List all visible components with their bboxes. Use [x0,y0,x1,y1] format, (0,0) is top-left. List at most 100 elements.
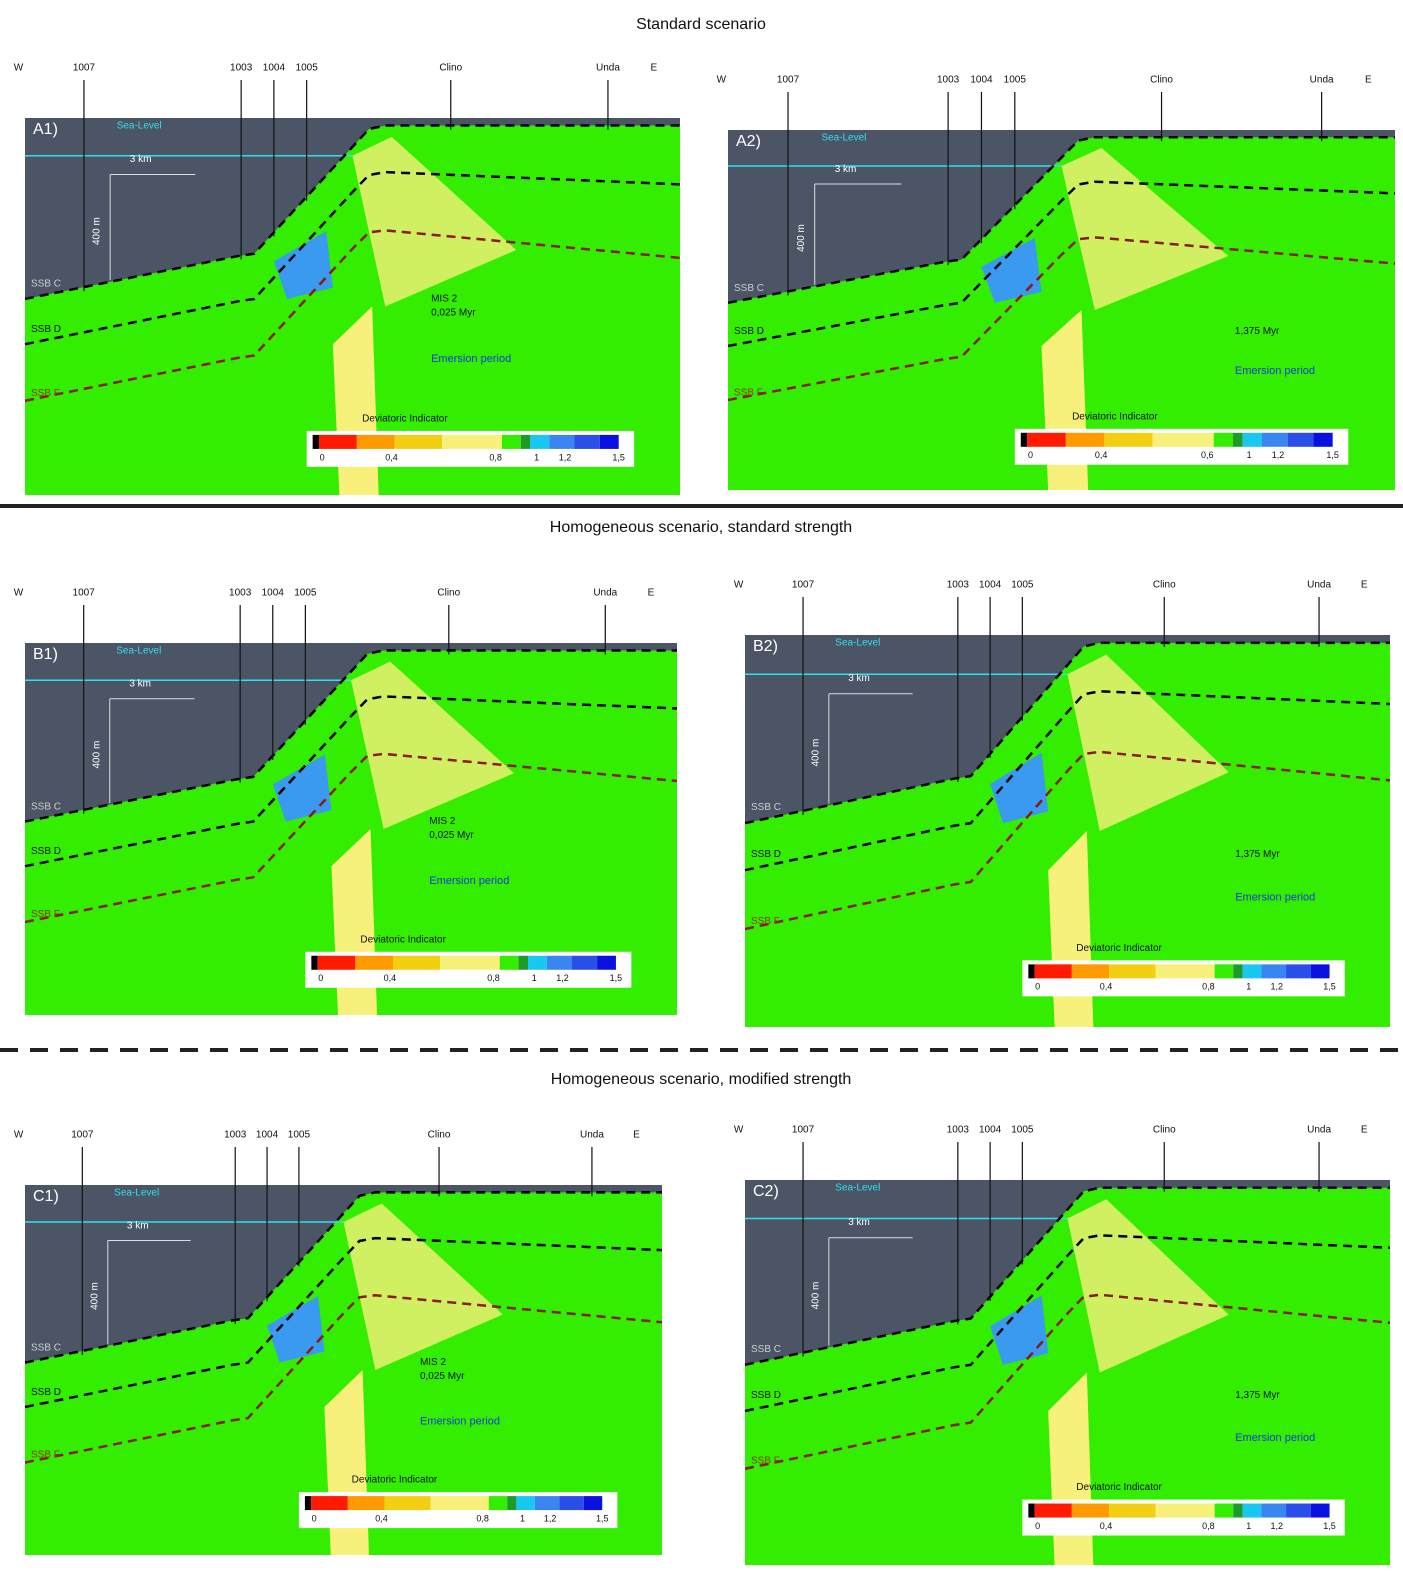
well-label: E [1361,580,1368,591]
well-label: 1007 [73,63,96,74]
well-label: W [14,63,24,74]
colorbar-tick: 1,5 [612,452,625,462]
ssb-c-line [727,135,1395,305]
colorbar-swatch [571,955,598,970]
well-label: 1005 [294,588,317,599]
well-label: Unda [593,588,617,599]
section-title: Homogeneous scenario, standard strength [550,519,852,536]
colorbar-tick: 0,4 [375,1513,388,1523]
ssb-f-line [727,236,1396,402]
scale-km: 3 km [127,1220,149,1231]
blue-zone [981,238,1042,303]
ssb-f-line [24,1294,663,1464]
well-label: 1003 [937,75,960,86]
colorbar-swatch [393,955,441,970]
well-label: 1005 [288,1130,311,1141]
colorbar-swatch [1313,432,1333,447]
colorbar-swatch [304,1496,312,1511]
colorbar-swatch [1109,964,1156,979]
colorbar-tick: 1,5 [1326,450,1339,460]
colorbar-tick: 0,4 [1095,450,1108,460]
well-label: E [648,588,655,599]
colorbar-swatch [355,955,393,970]
colorbar-swatch [599,434,619,449]
age-label: 0,025 Myr [420,1371,465,1382]
boundary-label: SSB D [31,1387,61,1398]
colorbar-swatch [1310,1503,1330,1518]
yellow-zone [352,136,517,307]
well-label: W [14,588,24,599]
colorbar-tick: 1,5 [610,973,623,983]
scale-m: 400 m [796,224,807,252]
colorbar-title: Deviatoric Indicator [360,934,446,945]
scale-m: 400 m [90,1282,101,1310]
well-label: 1003 [947,580,970,591]
well-label: 1005 [296,63,319,74]
colorbar-swatch [356,434,395,449]
well-label: 1007 [792,580,815,591]
boundary-label: SSB D [751,849,781,860]
colorbar-tick: 0,8 [1202,1521,1215,1531]
ssb-c-line [744,1186,1390,1367]
well-label: 1005 [1004,75,1027,86]
colorbar-tick: 1,2 [1272,450,1285,460]
colorbar-swatch [1242,964,1262,979]
sea-level-label: Sea-Level [835,1183,880,1194]
scale-m: 400 m [811,739,822,767]
colorbar-swatch [1233,1503,1243,1518]
colorbar-swatch [1028,1503,1035,1518]
panel: W 1007 1003 1004 1005 Clino Unda E C2) Sea-Level 3… [734,1125,1391,1565]
panel-label: C1) [33,1188,59,1205]
colorbar-swatch [1034,964,1072,979]
colorbar-tick: 0,4 [384,973,397,983]
period-label: Emersion period [431,353,511,365]
ssb-f-line [24,752,678,924]
colorbar-tick: 0 [312,1513,317,1523]
well-label: W [734,580,744,591]
section-title: Standard scenario [636,16,766,33]
well-label: Unda [580,1130,604,1141]
well-label: W [734,1125,744,1136]
boundary-label: SSB C [751,1344,781,1355]
yellow-zone [343,1203,503,1370]
blue-zone [990,1295,1049,1365]
well-label: E [1361,1125,1368,1136]
well-label: E [650,63,657,74]
colorbar-swatch [518,955,529,970]
colorbar-tick: 0,8 [476,1513,489,1523]
period-label: Emersion period [429,875,509,887]
well-label: 1007 [792,1125,815,1136]
ssb-f-line [744,750,1391,931]
age-label: 1,375 Myr [1235,326,1280,337]
boundary-label: SSB C [31,801,61,812]
ssb-c-line [24,649,677,823]
well-label: Clino [1153,1125,1176,1136]
sea-level-label: Sea-Level [821,133,866,144]
colorbar-tick: 0,8 [489,452,502,462]
colorbar-swatch [1104,432,1153,447]
period-label: Emersion period [420,1416,500,1428]
colorbar-tick: 1,5 [1323,1521,1336,1531]
colorbar-tick: 0 [1035,982,1040,992]
well-label: Clino [1150,75,1173,86]
age-label: 0,025 Myr [431,308,476,319]
colorbar-swatch [530,434,550,449]
colorbar-swatch [1233,964,1243,979]
well-label: 1004 [262,588,285,599]
ssb-d-line [727,180,1396,348]
scale-km: 3 km [130,154,152,165]
colorbar-swatch [1214,1503,1234,1518]
well-label: 1007 [73,588,96,599]
well-label: Clino [428,1130,451,1141]
colorbar-swatch [516,1496,535,1511]
colorbar-swatch [488,1496,508,1511]
colorbar-swatch [1034,1503,1072,1518]
well-label: 1003 [224,1130,247,1141]
boundary-label: SSB F [751,1456,780,1467]
colorbar-tick: 0,4 [1100,982,1113,992]
colorbar-swatch [1310,964,1330,979]
blue-zone [990,752,1049,824]
well-label: Clino [1153,580,1176,591]
colorbar-swatch [1261,1503,1287,1518]
colorbar-tick: 1 [1246,982,1251,992]
